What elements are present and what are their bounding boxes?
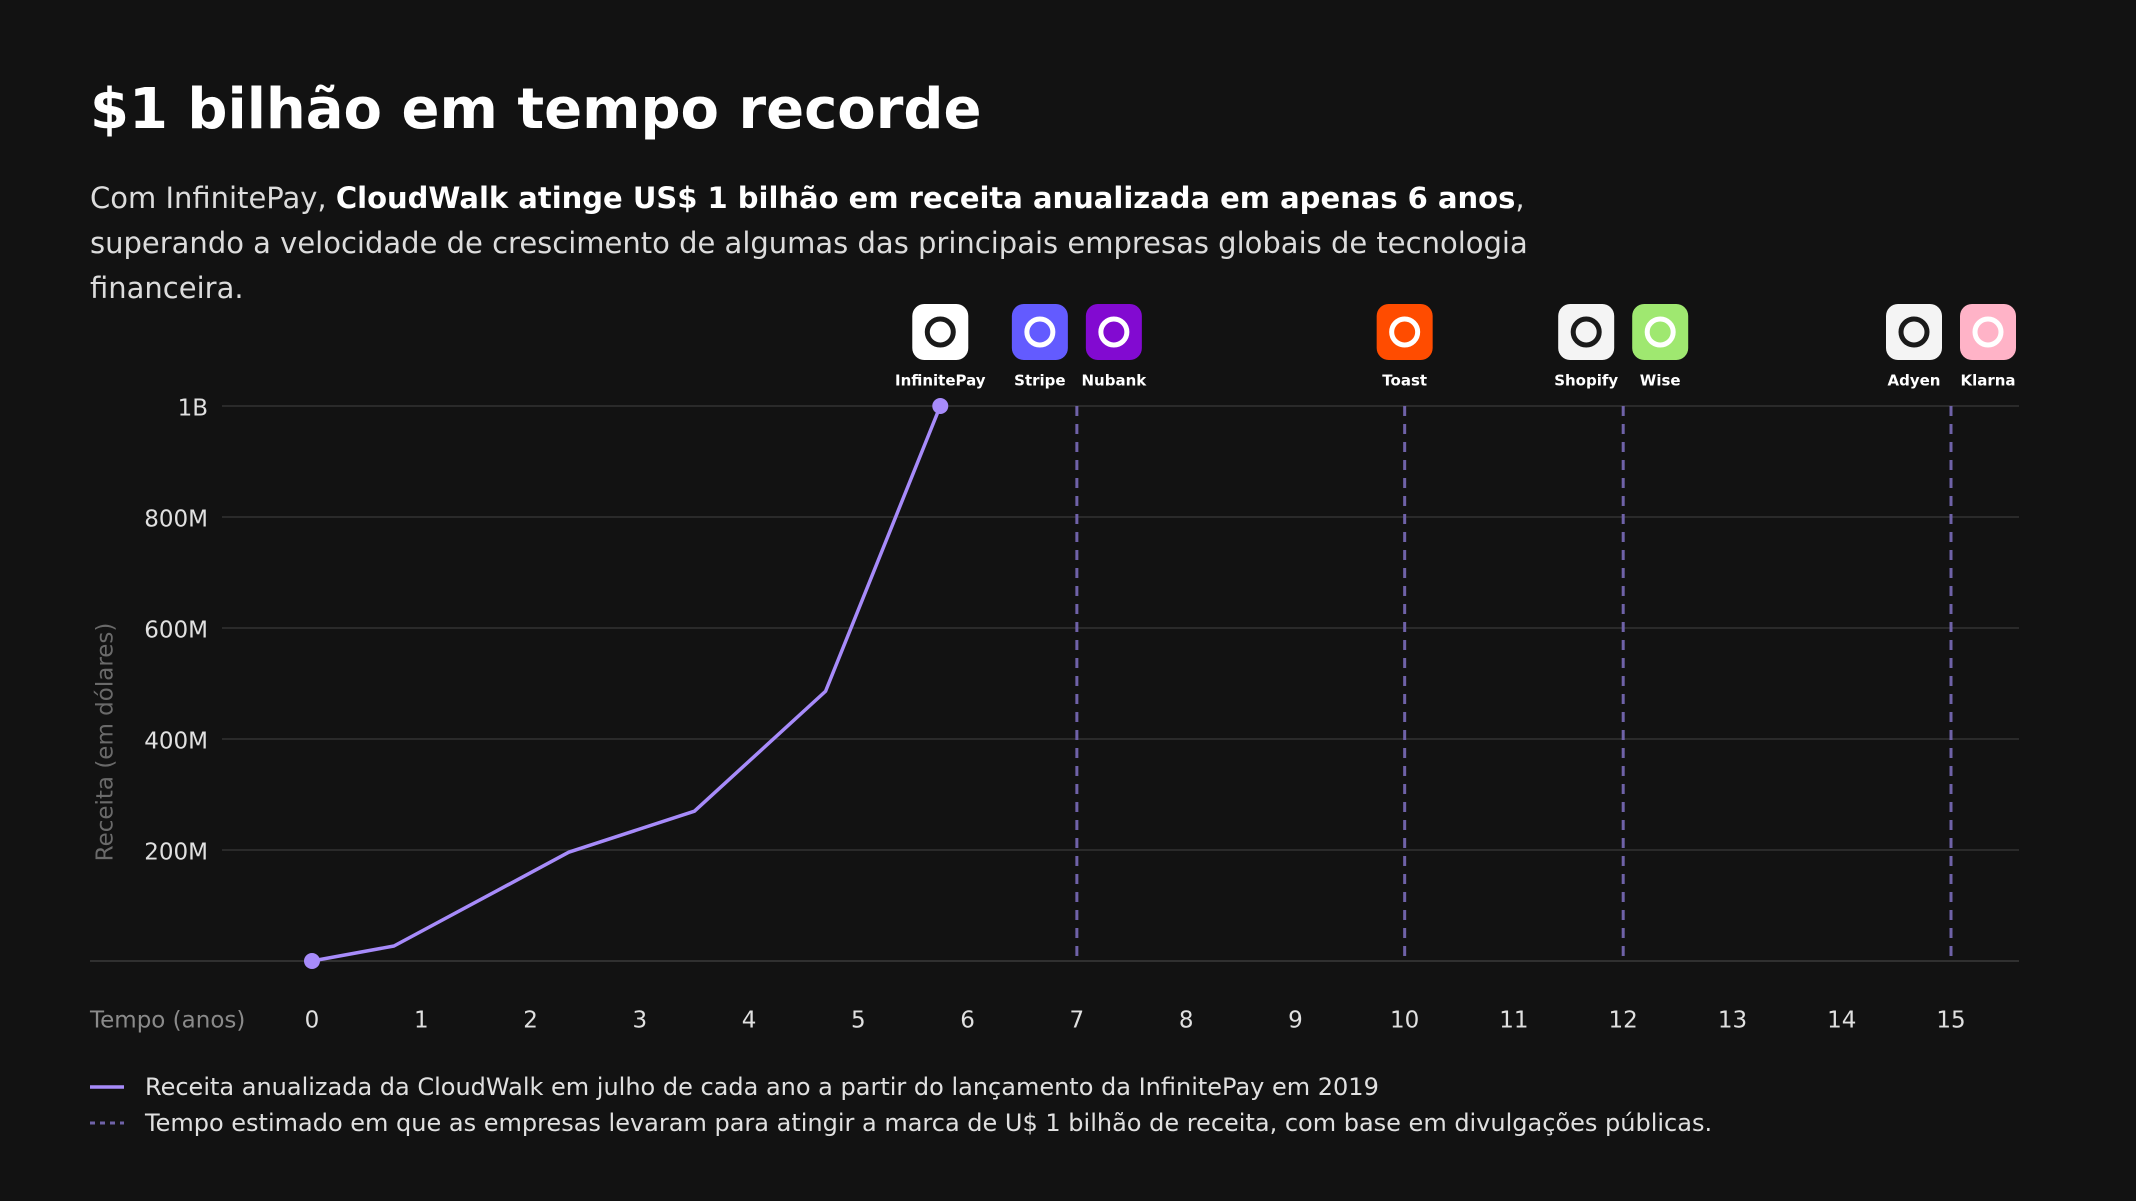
legend-label: Receita anualizada da CloudWalk em julho… bbox=[145, 1073, 1379, 1101]
company-name: InfinitePay bbox=[895, 372, 986, 390]
end-point bbox=[932, 398, 949, 414]
logo-glyph bbox=[924, 316, 956, 348]
x-tick-label: 12 bbox=[1609, 1008, 1638, 1034]
logo-glyph bbox=[1644, 316, 1676, 348]
x-tick-label: 4 bbox=[742, 1008, 757, 1034]
company-logo bbox=[1085, 304, 1142, 360]
y-tick-label: 600M bbox=[144, 618, 208, 644]
x-tick-label: 8 bbox=[1179, 1008, 1194, 1034]
logo-glyph bbox=[1898, 316, 1930, 348]
company-logo bbox=[1632, 304, 1689, 360]
data-line bbox=[311, 405, 942, 963]
x-tick-label: 2 bbox=[523, 1008, 538, 1034]
company-name: Stripe bbox=[1014, 372, 1065, 390]
x-tick-label: 10 bbox=[1390, 1008, 1419, 1034]
x-tick-label: 13 bbox=[1718, 1008, 1747, 1034]
x-tick-label: 1 bbox=[414, 1008, 429, 1034]
company-logo bbox=[1011, 304, 1068, 360]
x-tick-label: 0 bbox=[305, 1008, 320, 1034]
subtitle-bold: CloudWalk atinge US$ 1 bilhão em receita… bbox=[335, 181, 1516, 215]
company-logo bbox=[912, 304, 969, 360]
company-name: Wise bbox=[1640, 372, 1681, 390]
company-logo bbox=[1376, 304, 1433, 360]
company-name: Toast bbox=[1382, 372, 1427, 390]
chart-title: $1 bilhão em tempo recorde bbox=[90, 77, 981, 142]
subtitle-text: Com InfinitePay, bbox=[90, 181, 336, 215]
subtitle: Com InfinitePay, CloudWalk atinge US$ 1 … bbox=[90, 176, 1650, 311]
x-tick-label: 14 bbox=[1827, 1008, 1856, 1034]
company-name: Klarna bbox=[1960, 372, 2015, 390]
x-tick-label: 3 bbox=[632, 1008, 647, 1034]
company-name: Adyen bbox=[1888, 372, 1941, 390]
company-logo bbox=[1886, 304, 1942, 360]
y-tick-label: 400M bbox=[144, 729, 208, 755]
y-tick-label: 200M bbox=[144, 840, 208, 866]
company-logo bbox=[1558, 304, 1615, 360]
y-tick-label: 800M bbox=[144, 507, 208, 533]
x-tick-label: 9 bbox=[1288, 1008, 1303, 1034]
company-logo bbox=[1960, 304, 2016, 360]
end-point bbox=[304, 953, 320, 969]
x-tick-label: 11 bbox=[1499, 1008, 1528, 1034]
y-tick-label: 1B bbox=[178, 396, 208, 422]
logo-glyph bbox=[1570, 316, 1602, 348]
logo-glyph bbox=[1389, 316, 1421, 348]
x-tick-label: 5 bbox=[851, 1008, 866, 1034]
legend-label: Tempo estimado em que as empresas levara… bbox=[144, 1109, 1712, 1137]
x-tick-label: 6 bbox=[960, 1008, 975, 1034]
logo-glyph bbox=[1972, 316, 2004, 348]
y-axis-label: Receita (em dólares) bbox=[93, 623, 119, 862]
x-axis-label: Tempo (anos) bbox=[89, 1008, 245, 1034]
subtitle-text: , superando a velocidade de crescimento … bbox=[90, 181, 1528, 305]
company-name: Shopify bbox=[1554, 372, 1618, 390]
x-tick-label: 15 bbox=[1936, 1008, 1965, 1034]
x-tick-label: 7 bbox=[1070, 1008, 1085, 1034]
logo-glyph bbox=[1098, 316, 1130, 348]
logo-glyph bbox=[1024, 316, 1056, 348]
company-name: Nubank bbox=[1081, 372, 1147, 390]
